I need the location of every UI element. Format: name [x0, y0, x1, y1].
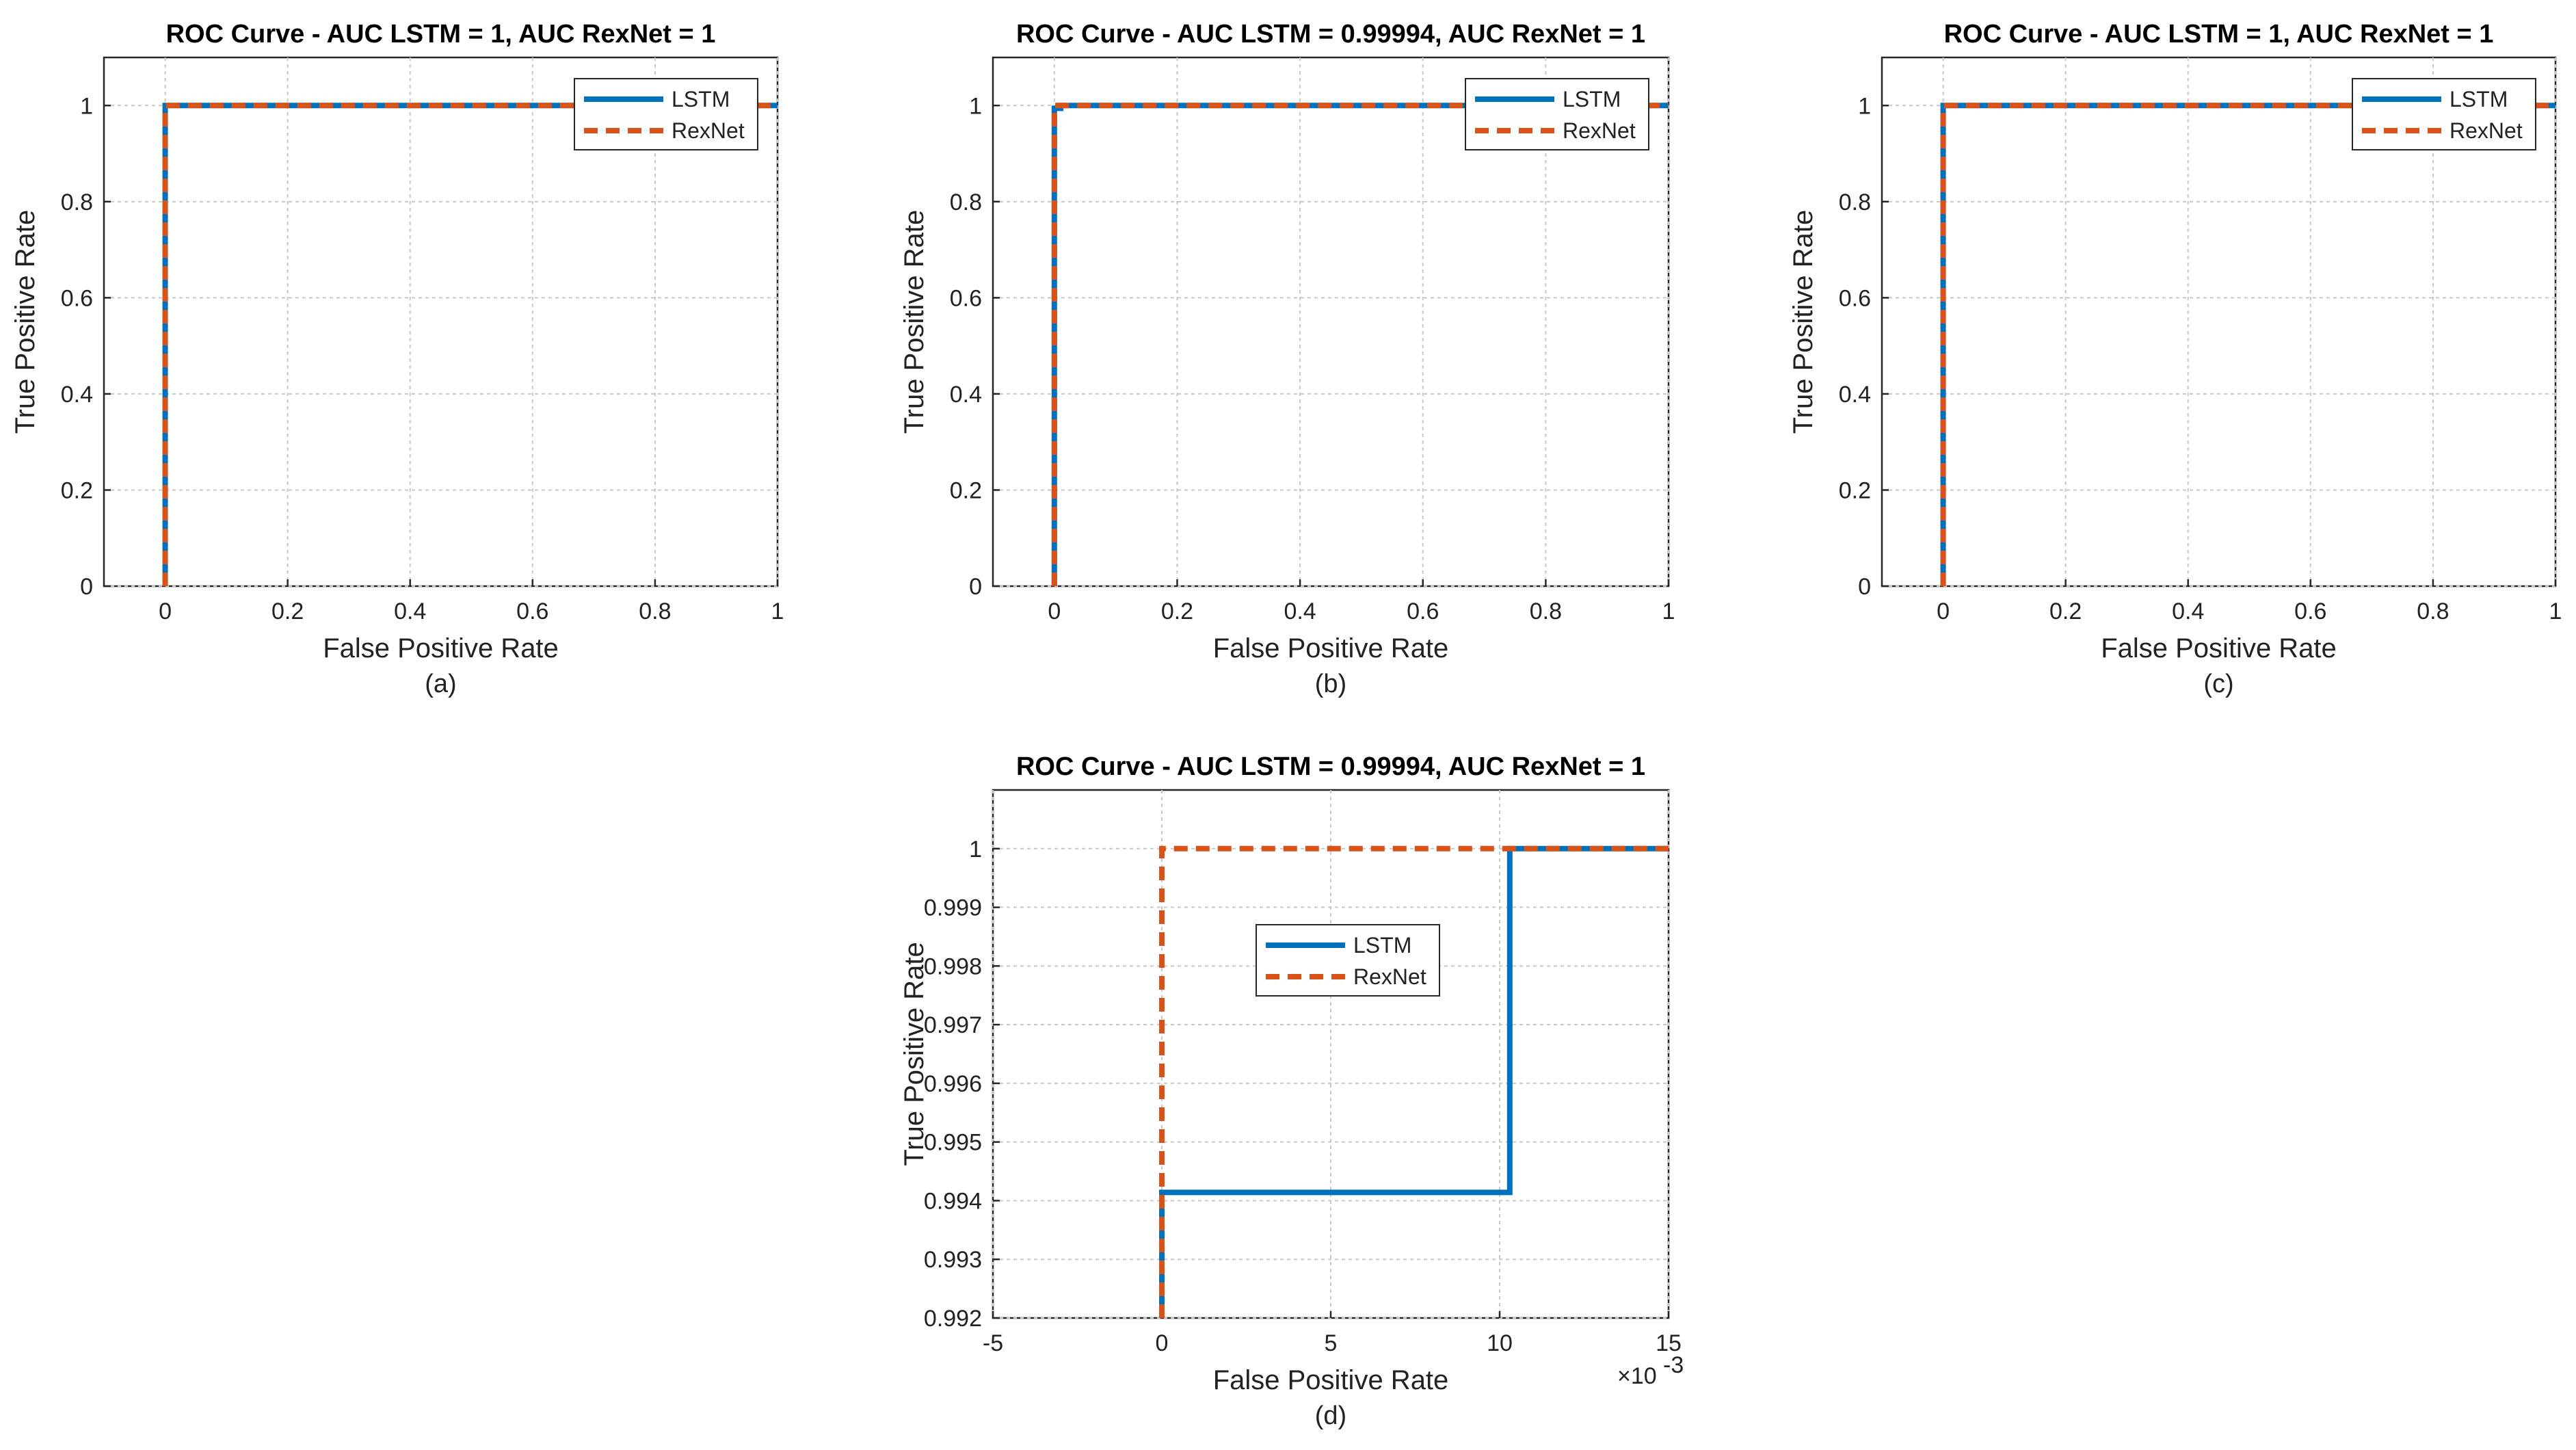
y-tick-label: 0.2 — [61, 477, 93, 503]
plot-area — [992, 789, 1670, 1319]
y-axis-label: True Positive Rate — [1788, 210, 1818, 434]
rexnet-series-line — [1940, 103, 2555, 586]
y-tick-label: 0 — [1858, 574, 1871, 600]
legend-label-rexnet: RexNet — [672, 118, 745, 143]
x-tick-label: 0.4 — [2172, 598, 2204, 624]
x-tick-label: 0.6 — [1407, 598, 1439, 624]
x-tick-label: -5 — [983, 1330, 1003, 1356]
x-axis-label: False Positive Rate — [1213, 633, 1449, 663]
legend-box — [2352, 78, 2536, 150]
legend-box — [1256, 924, 1440, 997]
roc-chart-3: -5 0 5 10 15 0.992 0.993 0.994 0.995 0.996 0.997 0.… — [899, 752, 1684, 1430]
y-tick-label: 0.4 — [950, 382, 982, 408]
y-tick-label: 0.8 — [61, 189, 93, 215]
y-tick-label: 0.995 — [924, 1130, 982, 1156]
x-axis-multiplier: ×10 — [1617, 1363, 1657, 1389]
y-tick-label: 0.8 — [1839, 189, 1871, 215]
y-tick-label: 0.999 — [924, 895, 982, 921]
legend-box — [574, 78, 758, 150]
y-tick-label: 0.997 — [924, 1012, 982, 1038]
y-tick-label: 0.2 — [1839, 477, 1871, 503]
x-axis-label: False Positive Rate — [323, 633, 559, 663]
subfigure-caption: (d) — [1315, 1401, 1346, 1430]
x-tick-label: 0.2 — [1161, 598, 1193, 624]
chart-title: ROC Curve - AUC LSTM = 1, AUC RexNet = 1 — [166, 20, 716, 49]
x-axis-label: False Positive Rate — [1213, 1365, 1449, 1395]
y-tick-label: 0.8 — [950, 189, 982, 215]
legend: LSTM RexNet — [574, 78, 758, 150]
roc-chart-2: 0 0.2 0.4 0.6 0.8 1 0 0.2 0.4 0.6 0.8 1 ROC Curve - … — [1788, 20, 2562, 698]
subfigure-caption: (c) — [2203, 670, 2233, 698]
y-tick-label: 0.998 — [924, 953, 982, 979]
chart-title: ROC Curve - AUC LSTM = 0.99994, AUC RexN… — [1016, 752, 1645, 781]
rexnet-series-line — [162, 103, 778, 586]
legend-box — [1465, 78, 1649, 150]
x-axis-multiplier-exponent: -3 — [1663, 1352, 1684, 1378]
x-tick-label: 0.8 — [2417, 598, 2449, 624]
y-tick-label: 0 — [80, 574, 93, 600]
x-tick-label: 0.6 — [2294, 598, 2326, 624]
y-axis-label: True Positive Rate — [10, 210, 40, 434]
legend-label-rexnet: RexNet — [2449, 118, 2523, 143]
legend: LSTM RexNet — [1256, 924, 1440, 997]
roc-chart-0: 0 0.2 0.4 0.6 0.8 1 0 0.2 0.4 0.6 0.8 1 ROC Curve - … — [10, 20, 784, 698]
legend-label-rexnet: RexNet — [1563, 118, 1636, 143]
y-tick-label: 0.993 — [924, 1247, 982, 1273]
y-axis-label: True Positive Rate — [899, 210, 929, 434]
x-tick-label: 1 — [2549, 598, 2562, 624]
x-tick-label: 0 — [1156, 1330, 1169, 1356]
legend-label-lstm: LSTM — [672, 87, 730, 111]
x-tick-label: 5 — [1325, 1330, 1338, 1356]
y-axis-label: True Positive Rate — [899, 942, 929, 1166]
x-tick-label: 0.4 — [394, 598, 426, 624]
y-tick-label: 1 — [1858, 93, 1871, 119]
x-tick-label: 0.2 — [271, 598, 304, 624]
y-tick-label: 0.6 — [1839, 285, 1871, 311]
x-tick-label: 0.2 — [2049, 598, 2082, 624]
legend-label-lstm: LSTM — [1563, 87, 1621, 111]
y-tick-label: 1 — [969, 93, 982, 119]
subfigure-caption: (b) — [1315, 670, 1346, 698]
x-tick-label: 0.8 — [1530, 598, 1562, 624]
y-tick-label: 1 — [969, 836, 982, 862]
y-tick-label: 0.6 — [61, 285, 93, 311]
chart-title: ROC Curve - AUC LSTM = 0.99994, AUC RexN… — [1016, 20, 1645, 49]
legend: LSTM RexNet — [1465, 78, 1649, 150]
x-tick-label: 1 — [771, 598, 784, 624]
subfigure-caption: (a) — [425, 670, 456, 698]
x-tick-label: 0 — [159, 598, 172, 624]
roc-chart-1: 0 0.2 0.4 0.6 0.8 1 0 0.2 0.4 0.6 0.8 1 ROC Curve - … — [899, 20, 1675, 698]
y-tick-label: 0.996 — [924, 1071, 982, 1097]
x-tick-label: 0.6 — [516, 598, 548, 624]
rexnet-series-line — [1159, 845, 1669, 1318]
legend-label-lstm: LSTM — [2449, 87, 2508, 111]
y-tick-label: 0.992 — [924, 1306, 982, 1332]
legend-label-rexnet: RexNet — [1353, 964, 1426, 989]
legend-label-lstm: LSTM — [1353, 933, 1411, 958]
x-tick-label: 1 — [1662, 598, 1675, 624]
x-tick-label: 0 — [1048, 598, 1061, 624]
lstm-series-line — [1159, 845, 1669, 1318]
x-axis-label: False Positive Rate — [2101, 633, 2337, 663]
x-tick-label: 10 — [1487, 1330, 1513, 1356]
y-tick-label: 0.994 — [924, 1188, 982, 1214]
x-tick-label: 15 — [1656, 1330, 1682, 1356]
x-tick-label: 0.4 — [1284, 598, 1316, 624]
chart-title: ROC Curve - AUC LSTM = 1, AUC RexNet = 1 — [1944, 20, 2494, 49]
legend: LSTM RexNet — [2352, 78, 2536, 150]
rexnet-series-line — [1051, 103, 1669, 586]
y-tick-label: 0.6 — [950, 285, 982, 311]
y-tick-label: 0.4 — [1839, 382, 1871, 408]
x-tick-label: 0 — [1937, 598, 1950, 624]
x-tick-label: 0.8 — [639, 598, 671, 624]
y-tick-label: 1 — [80, 93, 93, 119]
y-tick-label: 0.4 — [61, 382, 93, 408]
y-tick-label: 0 — [969, 574, 982, 600]
y-tick-label: 0.2 — [950, 477, 982, 503]
